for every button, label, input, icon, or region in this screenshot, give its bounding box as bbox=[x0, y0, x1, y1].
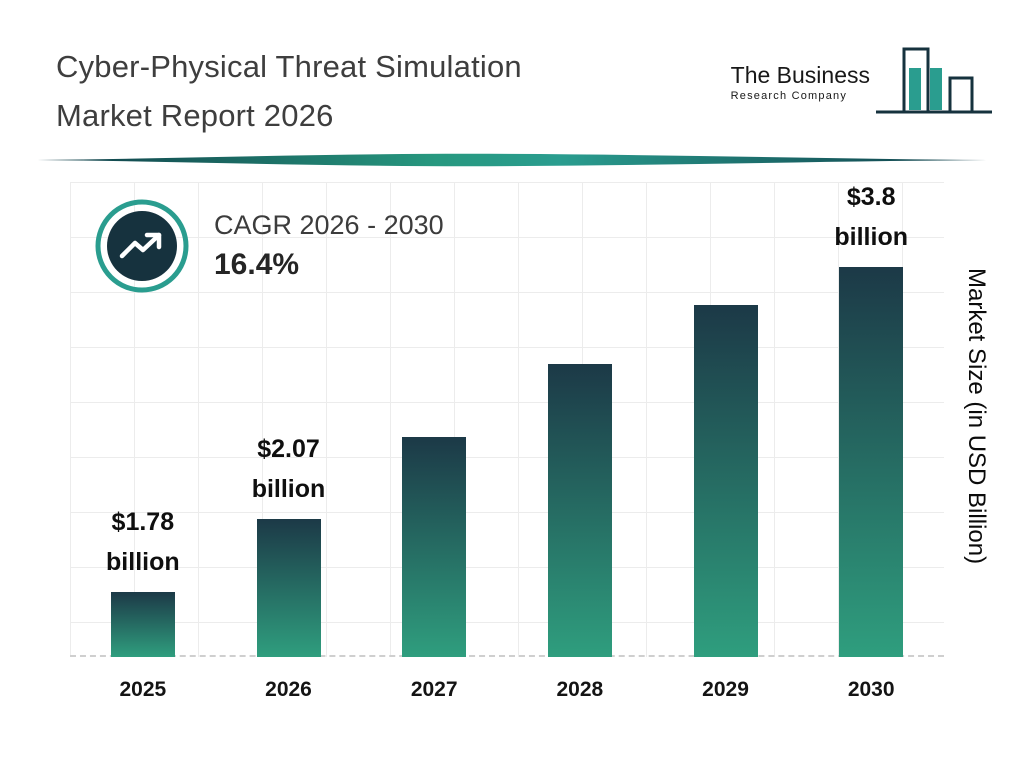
cagr-text: CAGR 2026 - 2030 16.4% bbox=[214, 210, 444, 282]
x-axis-label-2025: 2025 bbox=[119, 678, 167, 701]
bar-group-2027: 2027 bbox=[361, 437, 507, 704]
bar-2029 bbox=[693, 305, 758, 657]
x-axis-label-2030: 2030 bbox=[847, 678, 895, 701]
x-axis-label-2026: 2026 bbox=[265, 678, 312, 701]
bar-group-2026: $2.07 billion 2026 bbox=[216, 429, 362, 704]
x-axis-baseline bbox=[70, 655, 944, 657]
y-axis-label-column: Market Size (in USD Billion) bbox=[944, 176, 1008, 704]
cagr-value: 16.4% bbox=[214, 248, 300, 281]
chart: $1.78 billion 2025 $2.07 billion 2026 2027 2028… bbox=[70, 176, 1008, 704]
bar-value-label: $2.07 billion bbox=[251, 435, 326, 503]
report-title: Cyber-Physical Threat Simulation Market … bbox=[56, 42, 522, 140]
x-axis-label-2028: 2028 bbox=[556, 678, 604, 701]
bar-2025 bbox=[110, 592, 175, 657]
bars-row: $1.78 billion 2025 $2.07 billion 2026 2027 2028… bbox=[70, 176, 944, 704]
cagr-badge: CAGR 2026 - 2030 16.4% bbox=[94, 198, 444, 294]
bar-value-label: $3.8 billion bbox=[834, 183, 908, 251]
logo-subname: Research Company bbox=[730, 90, 848, 102]
logo-bar-chart-icon bbox=[876, 47, 992, 114]
report-title-line2: Market Report 2026 bbox=[56, 98, 334, 133]
plot-area: $1.78 billion 2025 $2.07 billion 2026 2027 2028… bbox=[70, 176, 944, 704]
bar-group-2028: 2028 bbox=[507, 364, 653, 704]
bar-value-label: $1.78 billion bbox=[106, 508, 180, 576]
bar-2026 bbox=[256, 519, 321, 657]
bar-2027 bbox=[402, 437, 467, 657]
divider-accent bbox=[37, 153, 987, 167]
report-title-line1: Cyber-Physical Threat Simulation bbox=[56, 49, 522, 84]
bar-2028 bbox=[547, 364, 612, 657]
grid bbox=[70, 182, 944, 657]
bar-group-2025: $1.78 billion 2025 bbox=[70, 502, 216, 704]
logo-text: The Business Research Company bbox=[731, 62, 870, 102]
bar-group-2030: $3.8 billion 2030 bbox=[798, 177, 944, 704]
logo-name: The Business bbox=[730, 62, 870, 88]
cagr-label: CAGR 2026 - 2030 bbox=[214, 210, 444, 240]
bar-group-2029: 2029 bbox=[653, 305, 799, 704]
trend-up-icon bbox=[95, 199, 189, 293]
x-axis-label-2029: 2029 bbox=[702, 678, 749, 701]
y-axis-label: Market Size (in USD Billion) bbox=[963, 268, 990, 565]
company-logo: The Business Research Company bbox=[731, 46, 994, 118]
x-axis-label-2027: 2027 bbox=[410, 678, 458, 701]
bar-2030 bbox=[839, 267, 904, 657]
header: Cyber-Physical Threat Simulation Market … bbox=[0, 0, 1024, 140]
